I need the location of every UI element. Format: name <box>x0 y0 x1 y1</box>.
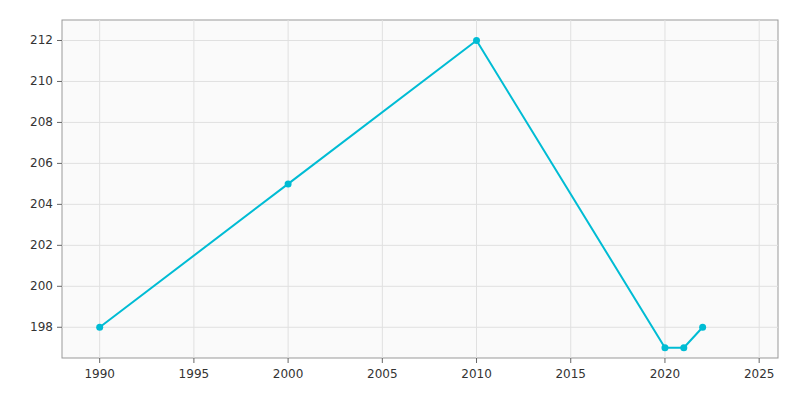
point <box>285 180 292 187</box>
x-grid-line <box>759 20 760 358</box>
y-tick <box>57 40 62 41</box>
x-grid-line <box>570 20 571 358</box>
y-grid-line <box>62 286 778 287</box>
x-tick-label: 2005 <box>367 367 398 381</box>
x-tick-label: 1990 <box>84 367 115 381</box>
y-tick-label: 200 <box>30 279 53 293</box>
x-tick-label: 1995 <box>179 367 210 381</box>
x-tick <box>570 358 571 363</box>
y-tick-label: 198 <box>30 320 53 334</box>
y-tick-label: 210 <box>30 74 53 88</box>
y-tick <box>57 286 62 287</box>
chart: 1990 1995 2000 2005 2010 2015 2020 2025 198 200 20… <box>0 0 800 400</box>
y-tick <box>57 204 62 205</box>
x-grid-line <box>99 20 100 358</box>
line <box>100 40 703 347</box>
grid <box>62 20 778 358</box>
y-grid-line <box>62 40 778 41</box>
y-tick-label: 202 <box>30 238 53 252</box>
y-grid-line <box>62 81 778 82</box>
y-tick <box>57 122 62 123</box>
y-grid-line <box>62 204 778 205</box>
point <box>661 344 668 351</box>
y-tick <box>57 327 62 328</box>
x-tick <box>664 358 665 363</box>
y-tick <box>57 163 62 164</box>
x-tick-label: 2010 <box>461 367 492 381</box>
point <box>96 324 103 331</box>
point <box>680 344 687 351</box>
plot-frame <box>62 20 778 358</box>
x-grid-line <box>288 20 289 358</box>
x-tick-label: 2015 <box>555 367 586 381</box>
y-tick-label: 212 <box>30 33 53 47</box>
x-grid-line <box>193 20 194 358</box>
y-tick-label: 206 <box>30 156 53 170</box>
y-tick <box>57 81 62 82</box>
y-grid-line <box>62 327 778 328</box>
x-tick <box>288 358 289 363</box>
x-tick <box>759 358 760 363</box>
x-tick <box>99 358 100 363</box>
y-tick-label: 204 <box>30 197 53 211</box>
x-tick <box>476 358 477 363</box>
x-tick-label: 2025 <box>744 367 775 381</box>
y-grid-line <box>62 122 778 123</box>
x-tick-label: 2020 <box>650 367 681 381</box>
x-tick-label: 2000 <box>273 367 304 381</box>
x-grid-line <box>382 20 383 358</box>
y-grid-line <box>62 163 778 164</box>
x-tick <box>382 358 383 363</box>
x-grid-line <box>664 20 665 358</box>
point <box>473 37 480 44</box>
chart-container: 1990 1995 2000 2005 2010 2015 2020 2025 198 200 20… <box>0 0 800 400</box>
axes: 1990 1995 2000 2005 2010 2015 2020 2025 198 200 20… <box>30 33 774 381</box>
y-grid-line <box>62 245 778 246</box>
y-tick <box>57 245 62 246</box>
x-grid-line <box>476 20 477 358</box>
y-tick-label: 208 <box>30 115 53 129</box>
series <box>96 37 706 351</box>
x-tick <box>193 358 194 363</box>
point <box>699 324 706 331</box>
